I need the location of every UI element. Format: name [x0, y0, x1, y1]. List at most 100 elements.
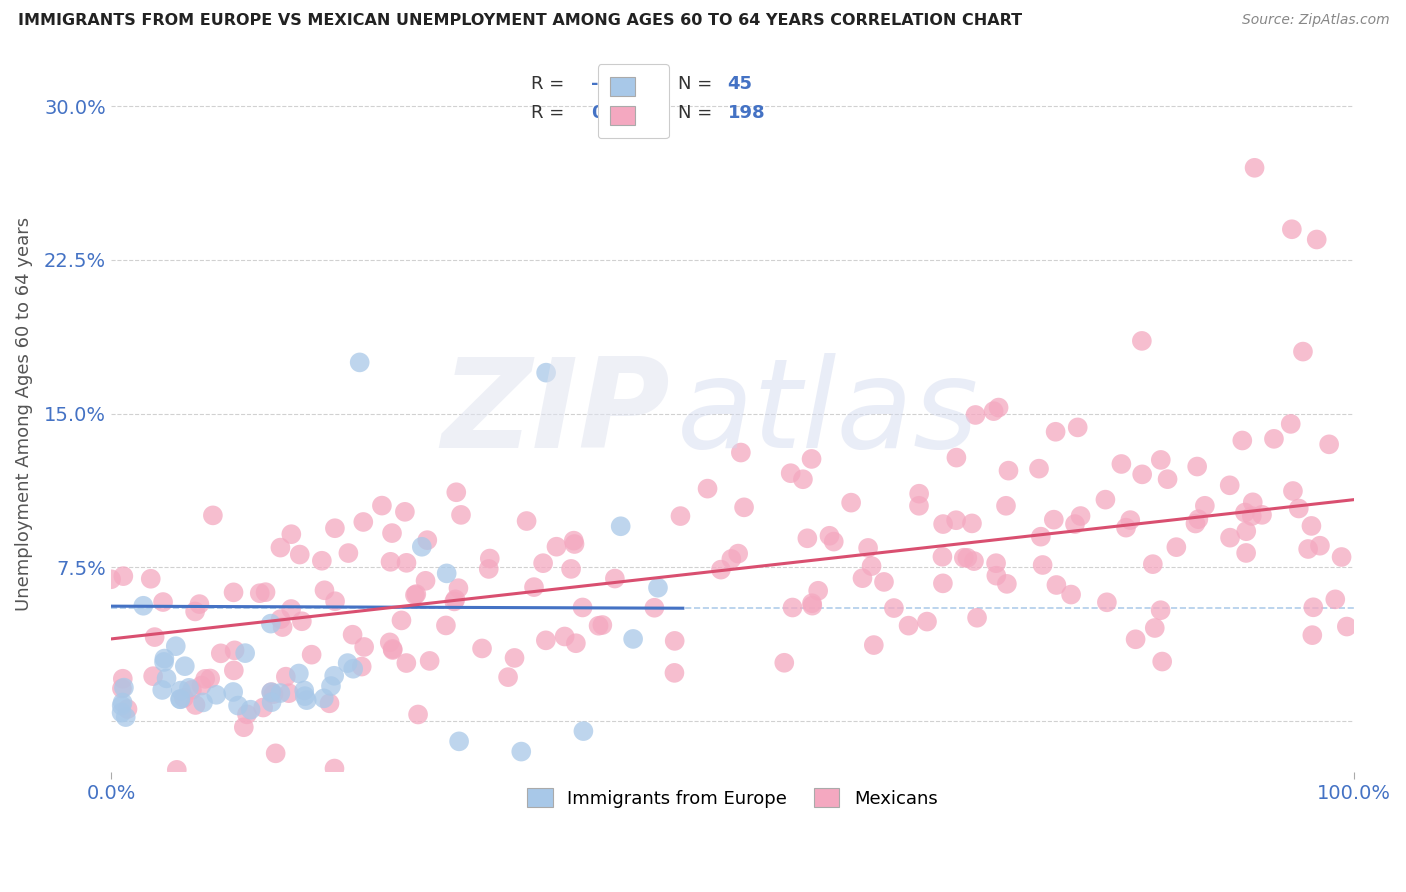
Point	[856, 541, 879, 555]
Text: 45: 45	[727, 75, 752, 94]
Point	[546, 540, 568, 554]
Point	[1305, 232, 1327, 246]
Point	[269, 686, 291, 700]
Text: 0.385: 0.385	[591, 103, 648, 122]
Point	[1187, 512, 1209, 526]
Point	[252, 700, 274, 714]
Point	[139, 572, 162, 586]
Point	[184, 698, 207, 712]
Point	[1115, 521, 1137, 535]
Point	[260, 685, 283, 699]
Point	[291, 614, 314, 628]
Point	[260, 695, 283, 709]
Point	[1234, 546, 1257, 560]
Point	[342, 662, 364, 676]
Point	[664, 665, 686, 680]
Point	[1301, 628, 1323, 642]
Point	[150, 682, 173, 697]
Point	[404, 588, 426, 602]
Point	[818, 529, 841, 543]
Point	[1184, 516, 1206, 531]
Point	[378, 635, 401, 649]
Point	[323, 762, 346, 776]
Point	[1070, 509, 1092, 524]
Point	[1234, 524, 1257, 539]
Point	[792, 472, 814, 486]
Point	[239, 703, 262, 717]
Point	[323, 594, 346, 608]
Point	[1095, 595, 1118, 609]
Point	[381, 642, 404, 657]
Point	[190, 679, 212, 693]
Point	[710, 563, 733, 577]
Point	[391, 614, 413, 628]
Point	[198, 672, 221, 686]
Point	[1336, 619, 1358, 633]
Point	[381, 643, 404, 657]
Point	[1067, 420, 1090, 434]
Point	[222, 685, 245, 699]
Point	[342, 628, 364, 642]
Point	[312, 691, 335, 706]
Point	[111, 698, 134, 713]
Point	[908, 499, 931, 513]
Point	[336, 656, 359, 670]
Point	[411, 540, 433, 554]
Point	[318, 696, 340, 710]
Point	[851, 571, 873, 585]
Point	[510, 745, 533, 759]
Point	[800, 452, 823, 467]
Point	[1045, 425, 1067, 439]
Point	[997, 464, 1019, 478]
Point	[381, 526, 404, 541]
Point	[226, 698, 249, 713]
Point	[173, 659, 195, 673]
Point	[987, 401, 1010, 415]
Point	[194, 672, 217, 686]
Point	[727, 547, 749, 561]
Legend: Immigrants from Europe, Mexicans: Immigrants from Europe, Mexicans	[519, 780, 946, 817]
Point	[152, 595, 174, 609]
Point	[1029, 530, 1052, 544]
Point	[478, 551, 501, 566]
Point	[1251, 508, 1274, 522]
Point	[773, 656, 796, 670]
Point	[564, 537, 586, 551]
Text: R =: R =	[531, 75, 571, 94]
Text: 198: 198	[727, 103, 765, 122]
Point	[960, 516, 983, 531]
Point	[436, 566, 458, 581]
Text: ZIP: ZIP	[441, 353, 671, 475]
Point	[1292, 344, 1315, 359]
Point	[201, 508, 224, 523]
Point	[117, 702, 139, 716]
Point	[394, 505, 416, 519]
Point	[349, 355, 371, 369]
Point	[112, 569, 135, 583]
Point	[1219, 531, 1241, 545]
Point	[801, 596, 824, 610]
Point	[292, 683, 315, 698]
Point	[1028, 461, 1050, 475]
Point	[516, 514, 538, 528]
Point	[932, 576, 955, 591]
Point	[779, 466, 801, 480]
Point	[405, 587, 427, 601]
Point	[534, 366, 557, 380]
Point	[1130, 334, 1153, 348]
Point	[111, 696, 134, 710]
Text: IMMIGRANTS FROM EUROPE VS MEXICAN UNEMPLOYMENT AMONG AGES 60 TO 64 YEARS CORRELA: IMMIGRANTS FROM EUROPE VS MEXICAN UNEMPL…	[18, 13, 1022, 29]
Point	[260, 685, 283, 699]
Point	[1064, 517, 1087, 532]
Point	[931, 549, 953, 564]
Point	[170, 683, 193, 698]
Point	[434, 618, 457, 632]
Point	[1094, 492, 1116, 507]
Point	[416, 533, 439, 548]
Point	[443, 594, 465, 608]
Point	[205, 688, 228, 702]
Point	[419, 654, 441, 668]
Point	[565, 636, 588, 650]
Point	[280, 602, 302, 616]
Point	[446, 485, 468, 500]
